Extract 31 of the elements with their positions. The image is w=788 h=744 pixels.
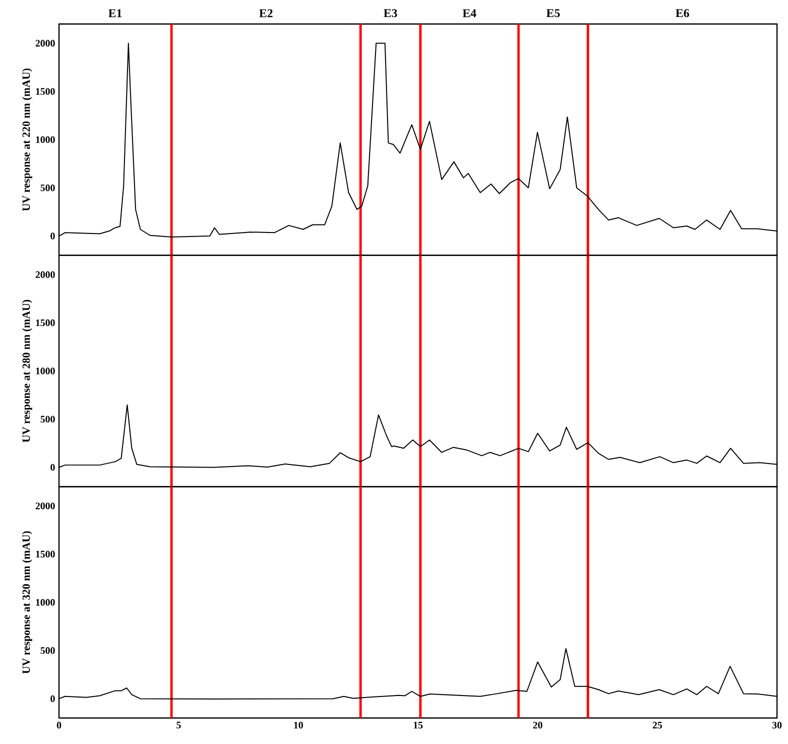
text: E4 bbox=[462, 9, 476, 18]
x-tick-label: 30 bbox=[772, 722, 782, 729]
y-tick-label: 1000 bbox=[36, 368, 55, 374]
y-tick-label: 2000 bbox=[36, 502, 55, 510]
x-tick-label: 15 bbox=[414, 722, 423, 728]
y-axis-title: UV response at 320 nm (mAU) bbox=[22, 531, 32, 674]
x-tick-label: 5 bbox=[176, 722, 181, 728]
y-axis-title: UV response at 220 nm (mAU) bbox=[22, 68, 32, 211]
text: E6 bbox=[676, 9, 690, 18]
y-axis-title: UV response at 280 nm (mAU) bbox=[22, 300, 32, 442]
y-tick-label: 500 bbox=[40, 647, 55, 654]
y-tick-label: 1000 bbox=[36, 136, 55, 144]
y-tick-label: 1500 bbox=[36, 550, 55, 558]
text: E2 bbox=[259, 9, 272, 18]
text: E5 bbox=[546, 9, 560, 18]
y-tick-label: 2000 bbox=[36, 271, 55, 278]
x-tick-label: 20 bbox=[533, 722, 542, 729]
y-tick-label: 1500 bbox=[36, 319, 55, 326]
y-tick-label: 1500 bbox=[36, 88, 55, 95]
text: E1 bbox=[108, 9, 122, 18]
y-tick-label: 0 bbox=[50, 464, 55, 471]
text: E3 bbox=[384, 9, 398, 18]
y-tick-label: 500 bbox=[40, 184, 55, 192]
y-tick-label: 0 bbox=[50, 695, 55, 702]
x-tick-label: 0 bbox=[56, 722, 62, 729]
y-tick-label: 2000 bbox=[36, 40, 55, 47]
y-tick-label: 0 bbox=[50, 232, 55, 240]
y-tick-label: 1000 bbox=[36, 598, 55, 606]
x-tick-label: 25 bbox=[652, 722, 662, 728]
x-tick-label: 10 bbox=[294, 722, 303, 729]
y-tick-label: 500 bbox=[40, 416, 55, 423]
